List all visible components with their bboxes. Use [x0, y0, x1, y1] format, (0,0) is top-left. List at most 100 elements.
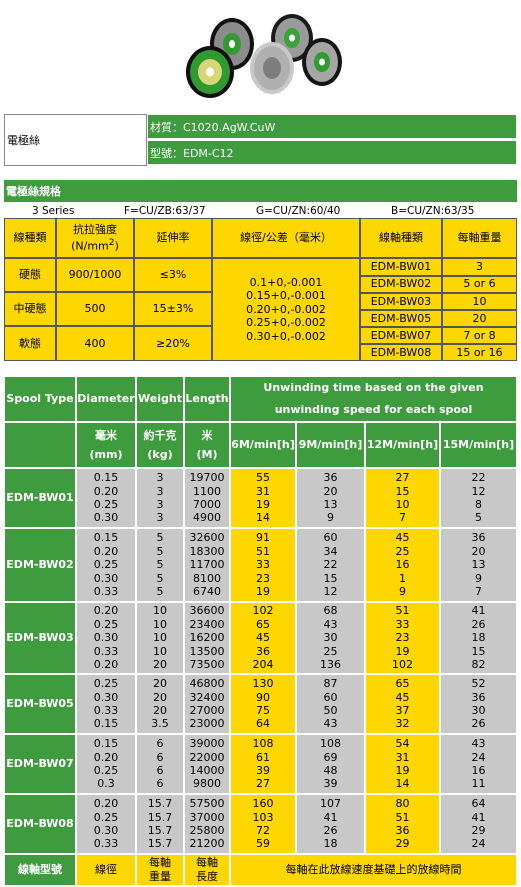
tolerance-item: 0.15+0,-0.001 — [246, 289, 326, 303]
value-weight: 20 — [153, 677, 167, 691]
value-weight: 6 — [156, 737, 164, 751]
spool-group-t15-column: 22 12 8 5 — [440, 468, 517, 528]
footer-weight: 每軸 重量 — [136, 854, 184, 886]
series-label: 3 Series — [32, 205, 75, 217]
spool-group-t15-column: 36 20 13 9 7 — [440, 528, 517, 602]
value-t9: 25 — [323, 644, 338, 658]
value-diameter: 0.33 — [93, 837, 119, 851]
value-t6: 91 — [256, 531, 270, 545]
header-length-unit: 米 (M) — [184, 422, 230, 468]
spool-name: EDM-BW07 — [360, 327, 442, 344]
value-t15: 9 — [475, 571, 482, 585]
value-diameter: 0.20 — [93, 604, 119, 618]
value-t12: 51 — [395, 810, 410, 824]
value-t9: 34 — [323, 544, 338, 558]
value-weight: 3.5 — [151, 717, 169, 731]
value-t12: 29 — [395, 837, 410, 851]
spool-front-left — [186, 46, 234, 98]
tolerance-item: 0.1+0,-0.001 — [249, 275, 323, 289]
spool-group-t12-column: 27 15 10 7 — [365, 468, 440, 528]
tolerance-list: 0.1+0,-0.001 0.15+0,-0.001 0.20+0,-0.002… — [212, 258, 360, 361]
value-diameter: 0.30 — [93, 690, 119, 704]
value-t12: 65 — [395, 677, 410, 691]
spool-name: EDM-BW03 — [360, 293, 442, 310]
value-t12: 27 — [395, 471, 410, 485]
spool-group-weight-column: 20 20 20 3.5 — [136, 674, 184, 734]
value-t9: 9 — [327, 511, 334, 525]
spool-group-t9-column: 60 34 22 15 12 — [296, 528, 365, 602]
spool-group-length-column: 39000 22000 14000 9800 — [184, 734, 230, 794]
spool-group-t15-column: 64 41 29 24 — [440, 794, 517, 854]
value-t9: 13 — [323, 498, 338, 511]
header-spool-type: 線軸種類 — [360, 218, 442, 258]
value-t12: 37 — [395, 704, 410, 717]
value-t15: 43 — [471, 737, 486, 751]
header-speed-9: 9M/min[h] — [296, 422, 365, 468]
header-spool-type: Spool Type — [4, 376, 76, 422]
value-t6: 72 — [256, 824, 270, 837]
value-weight: 5 — [156, 585, 164, 599]
value-length: 73500 — [189, 658, 225, 672]
spool-group-diameter-column: 0.15 0.20 0.25 0.30 — [76, 468, 136, 528]
value-length: 39000 — [189, 737, 225, 751]
value-t12: 16 — [395, 558, 410, 572]
value-length: 32400 — [189, 690, 225, 704]
spool-group-diameter-column: 0.20 0.25 0.30 0.33 0.20 — [76, 602, 136, 674]
spool-group-name: EDM-BW07 — [4, 734, 76, 794]
spool-group-t9-column: 87 60 50 43 — [296, 674, 365, 734]
value-length: 27000 — [189, 704, 225, 717]
spool-name: EDM-BW01 — [360, 258, 442, 276]
value-t12: 23 — [395, 631, 410, 645]
value-diameter: 0.25 — [93, 764, 119, 777]
value-t6: 36 — [256, 644, 270, 658]
value-t12: 19 — [395, 764, 410, 777]
spool-group-length-column: 46800 32400 27000 23000 — [184, 674, 230, 734]
value-t15: 12 — [471, 484, 486, 498]
value-length: 8100 — [193, 571, 221, 585]
value-t9: 107 — [320, 797, 341, 811]
value-length: 57500 — [189, 797, 225, 811]
value-t9: 26 — [323, 824, 338, 837]
spool-weight: 7 or 8 — [442, 327, 517, 344]
value-t6: 102 — [252, 604, 274, 618]
value-t9: 60 — [323, 690, 338, 704]
spool-group-t9-column: 108 69 48 39 — [296, 734, 365, 794]
value-t6: 204 — [252, 658, 274, 672]
value-weight: 6 — [156, 764, 164, 777]
value-t9: 60 — [323, 531, 338, 545]
value-t12: 9 — [399, 585, 406, 599]
row-hard-type: 硬態 — [4, 258, 56, 292]
value-t12: 19 — [395, 644, 410, 658]
spool-group-t6-column: 130 90 75 64 — [230, 674, 296, 734]
value-t9: 43 — [323, 617, 338, 631]
value-length: 1100 — [193, 484, 221, 498]
value-t12: 15 — [395, 484, 410, 498]
value-t12: 36 — [395, 824, 410, 837]
value-t12: 25 — [395, 544, 410, 558]
spec-heading: 電極絲規格 — [4, 180, 517, 202]
value-t9: 18 — [323, 837, 338, 851]
header-diameter-unit: 毫米 (mm) — [76, 422, 136, 468]
value-length: 19700 — [189, 471, 225, 485]
spool-group-name: EDM-BW05 — [4, 674, 76, 734]
row-hard-elongation: ≤3% — [134, 258, 212, 292]
tolerance-item: 0.25+0,-0.002 — [246, 316, 326, 330]
spool-group-weight-column: 10 10 10 10 20 — [136, 602, 184, 674]
value-t12: 33 — [395, 617, 410, 631]
value-t15: 13 — [471, 558, 486, 572]
value-diameter: 0.25 — [93, 810, 119, 824]
spool-group-length-column: 32600 18300 11700 8100 6740 — [184, 528, 230, 602]
value-t12: 45 — [395, 531, 410, 545]
spool-weight: 10 — [442, 293, 517, 310]
value-t9: 15 — [323, 571, 338, 585]
value-t12: 54 — [395, 737, 410, 751]
value-length: 13500 — [189, 644, 225, 658]
value-weight: 10 — [153, 617, 167, 631]
value-length: 16200 — [189, 631, 225, 645]
value-t15: 52 — [471, 677, 486, 691]
footer-diameter: 線徑 — [76, 854, 136, 886]
value-weight: 3 — [156, 471, 164, 485]
value-t6: 31 — [256, 484, 270, 498]
value-diameter: 0.30 — [93, 571, 119, 585]
